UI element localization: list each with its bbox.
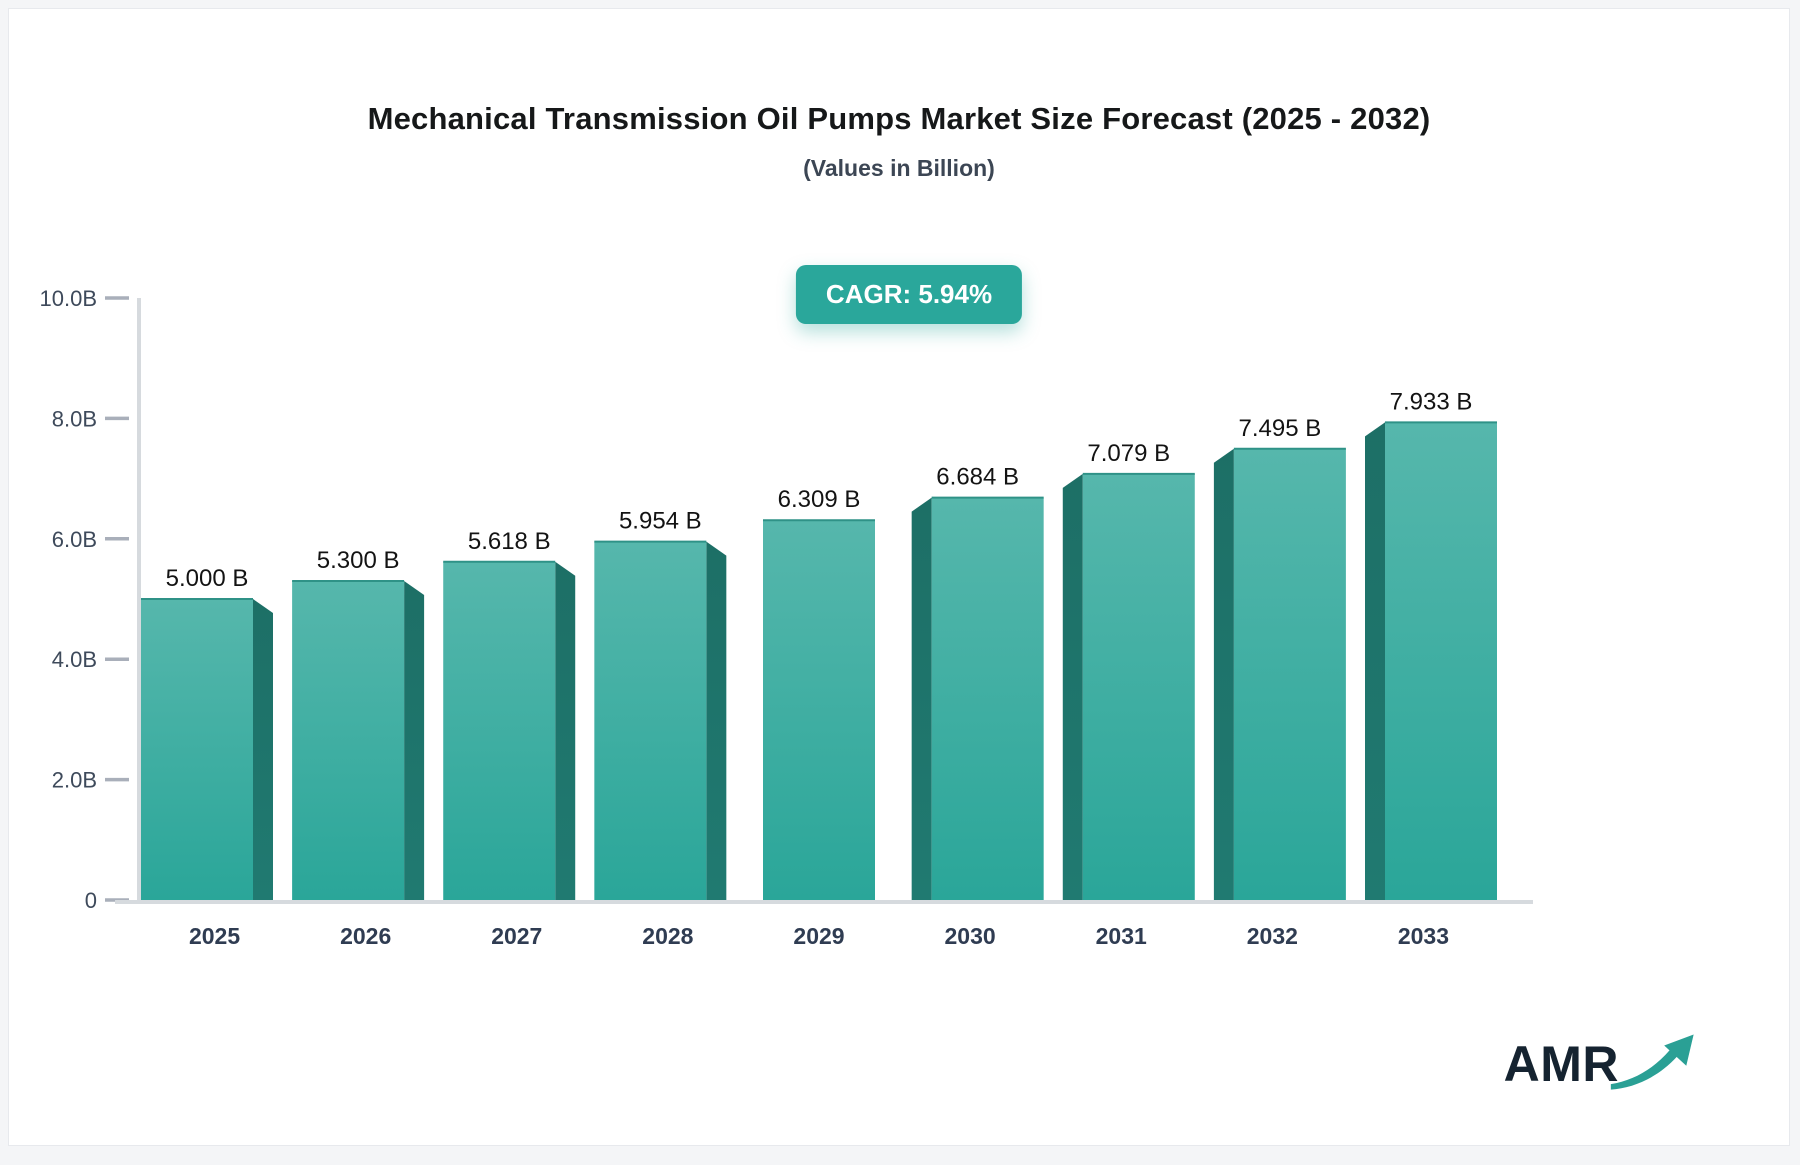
bar-value-label: 7.495 B	[1239, 415, 1322, 442]
bar-2033	[1385, 422, 1497, 900]
bar-value-label: 7.079 B	[1087, 440, 1170, 467]
y-axis-tick-label: 0	[85, 888, 97, 913]
bar-2032	[1233, 448, 1346, 900]
bar-value-label: 7.933 B	[1390, 388, 1473, 415]
bar-side-face	[404, 580, 425, 900]
amr-logo: AMR	[1503, 1031, 1701, 1092]
bar-2030	[931, 497, 1044, 900]
x-axis-label: 2026	[340, 923, 391, 949]
bar-side-face	[1062, 473, 1083, 900]
x-axis-label: 2028	[642, 923, 693, 949]
page-title: Mechanical Transmission Oil Pumps Market…	[367, 101, 1431, 136]
x-axis-label: 2033	[1398, 923, 1449, 949]
bar-2027	[443, 561, 556, 900]
bar-chart: 0 2.0B 4.0B 6.0B 8.0B 10.0B 5.000 B 2025 5.300 B…	[40, 286, 1533, 949]
cagr-badge: CAGR: 5.94%	[795, 265, 1023, 324]
x-axis-label: 2025	[189, 923, 240, 949]
bar-value-label: 5.618 B	[468, 528, 551, 555]
bar-2029	[763, 520, 875, 900]
bar-value-label: 5.954 B	[619, 508, 702, 535]
bar-value-label: 6.309 B	[778, 486, 861, 513]
x-axis-label: 2030	[945, 923, 996, 949]
amr-logo-text: AMR	[1503, 1036, 1619, 1092]
y-axis-tick-label: 6.0B	[52, 527, 97, 552]
y-axis-tick-label: 10.0B	[40, 286, 98, 311]
page-subtitle: (Values in Billion)	[803, 155, 995, 181]
x-axis-label: 2031	[1096, 923, 1147, 949]
bar-value-label: 5.300 B	[317, 547, 400, 574]
bar-side-face	[1365, 422, 1385, 900]
bar-side-face	[911, 497, 932, 900]
chart-card: Mechanical Transmission Oil Pumps Market…	[8, 8, 1790, 1146]
x-axis-label: 2032	[1247, 923, 1298, 949]
bar-2031	[1082, 473, 1195, 900]
bar-2028	[594, 541, 707, 900]
y-axis-tick-label: 8.0B	[52, 406, 97, 431]
bar-value-label: 5.000 B	[166, 565, 249, 592]
bar-side-face	[555, 561, 576, 900]
bar-value-label: 6.684 B	[936, 464, 1019, 491]
x-axis-label: 2029	[793, 923, 844, 949]
x-axis-label: 2027	[491, 923, 542, 949]
bar-side-face	[253, 599, 273, 900]
bar-2025	[141, 599, 253, 900]
growth-arrow-icon	[1610, 1034, 1694, 1090]
y-axis-tick-label: 4.0B	[52, 647, 97, 672]
bar-side-face	[1213, 448, 1234, 900]
bar-2026	[292, 580, 405, 900]
bar-side-face	[706, 541, 727, 900]
y-axis-tick-label: 2.0B	[52, 768, 97, 793]
